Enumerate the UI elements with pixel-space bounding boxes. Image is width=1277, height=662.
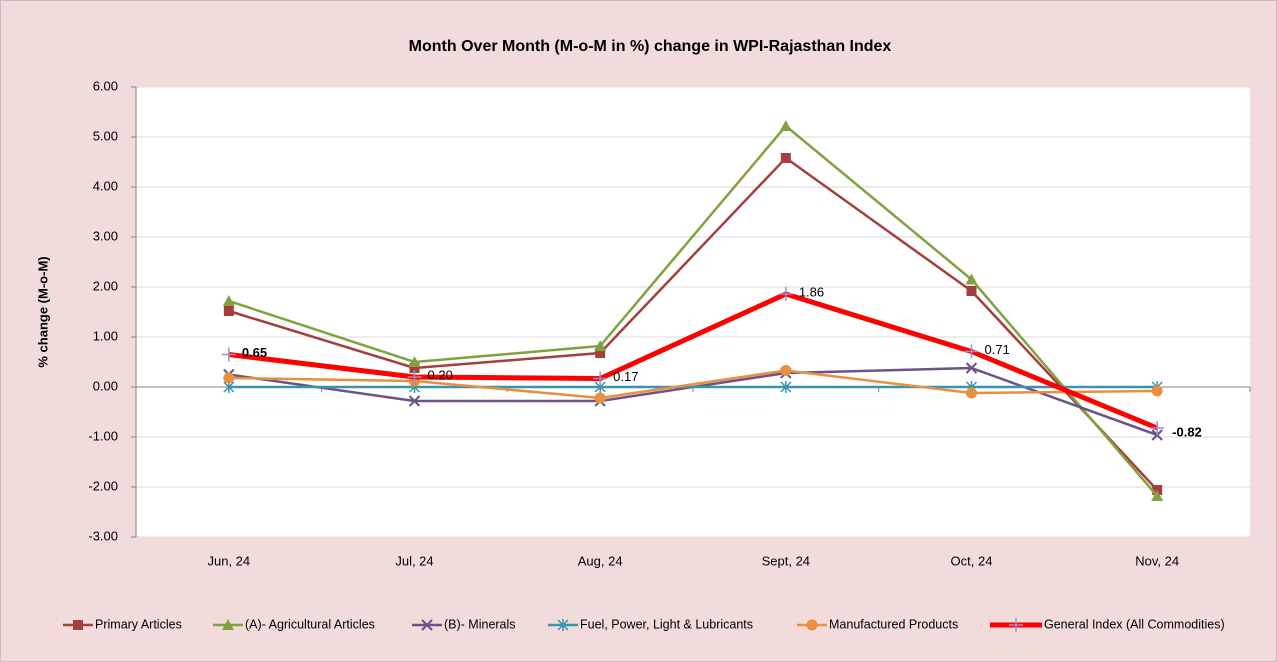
marker xyxy=(1009,618,1023,632)
marker xyxy=(594,392,606,404)
series: 0.65 0.20 0.17 1.86 0.71 -0.82 xyxy=(221,284,1202,439)
y-tick-label: 2.00 xyxy=(93,278,118,293)
data-label: 0.17 xyxy=(613,369,638,384)
series-line xyxy=(228,156,1159,491)
legend-text: Primary Articles xyxy=(95,617,182,631)
marker xyxy=(965,273,978,285)
data-label: 0.65 xyxy=(242,345,267,360)
series xyxy=(222,120,1164,501)
marker xyxy=(806,619,818,631)
marker xyxy=(594,340,607,351)
marker xyxy=(1151,490,1164,501)
x-tick-label: Jun, 24 xyxy=(208,553,251,568)
y-tick-label: 4.00 xyxy=(93,178,118,193)
marker xyxy=(408,395,421,407)
marker xyxy=(223,306,234,316)
marker xyxy=(964,344,979,359)
y-tick-label: -2.00 xyxy=(88,478,118,493)
series-line xyxy=(228,369,1158,400)
y-tick-label: -3.00 xyxy=(88,528,118,543)
y-tick-label: 6.00 xyxy=(93,78,118,93)
data-label: 0.20 xyxy=(428,367,453,382)
legend-text: Manufactured Products xyxy=(829,617,958,631)
data-label: 1.86 xyxy=(799,284,824,299)
marker xyxy=(409,363,420,373)
marker xyxy=(966,387,977,399)
marker xyxy=(1151,385,1163,397)
marker xyxy=(421,619,433,631)
marker xyxy=(557,619,569,631)
y-tick-label: 1.00 xyxy=(93,328,118,343)
y-axis-title: % change (M-o-M) xyxy=(35,256,50,367)
marker xyxy=(780,153,791,163)
marker xyxy=(595,348,606,358)
x-tick-label: Oct, 24 xyxy=(951,553,993,568)
series-line xyxy=(228,124,1159,497)
x-tick-label: Jul, 24 xyxy=(395,553,433,568)
y-tick-label: 5.00 xyxy=(93,128,118,143)
marker xyxy=(221,347,236,362)
marker xyxy=(222,295,235,306)
marker xyxy=(965,362,978,374)
legend-text: (B)- Minerals xyxy=(444,617,516,631)
series xyxy=(223,365,1163,404)
marker xyxy=(966,286,977,296)
y-tick-label: 3.00 xyxy=(93,228,118,243)
data-label: -0.82 xyxy=(1172,424,1202,439)
marker xyxy=(780,365,792,376)
legend-text: (A)- Agricultural Articles xyxy=(245,617,375,631)
series-line xyxy=(228,291,1159,431)
marker xyxy=(407,370,422,384)
y-tick-label: 0.00 xyxy=(93,378,118,393)
chart-title: Month Over Month (M-o-M in %) change in … xyxy=(409,38,892,55)
marker xyxy=(223,372,235,384)
marker xyxy=(593,371,608,386)
marker xyxy=(73,620,83,630)
marker xyxy=(1150,421,1165,435)
data-label: 0.71 xyxy=(985,342,1010,357)
marker xyxy=(778,287,793,301)
marker xyxy=(779,120,792,131)
legend-text: Fuel, Power, Light & Lubricants xyxy=(580,617,753,631)
legend-text: General Index (All Commodities) xyxy=(1044,617,1225,631)
y-tick-label: -1.00 xyxy=(88,428,118,443)
x-tick-label: Sept, 24 xyxy=(762,553,810,568)
x-tick-label: Aug, 24 xyxy=(578,553,623,568)
marker xyxy=(780,381,792,393)
marker xyxy=(222,619,234,630)
x-tick-label: Nov, 24 xyxy=(1135,553,1179,568)
plot-area xyxy=(136,87,1250,537)
marker xyxy=(408,356,421,367)
